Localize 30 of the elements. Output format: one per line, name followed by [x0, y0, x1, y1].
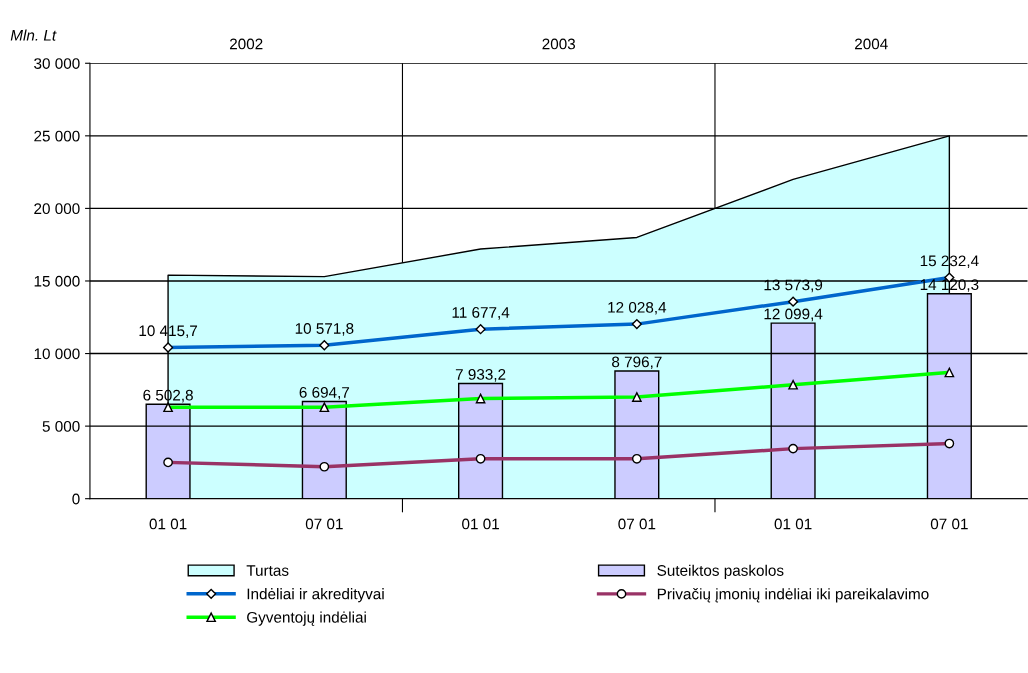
text: 2003: [542, 38, 576, 50]
data-label: 7 933,2: [455, 369, 506, 382]
data-label: 8 796,7: [612, 356, 662, 370]
x-tick-label: 07 01: [618, 518, 656, 530]
y-tick-label: 15 000: [34, 275, 80, 287]
x-tick-label: 01 01: [149, 518, 187, 530]
y-tick-label: 10 000: [34, 348, 80, 360]
x-tick-label: 07 01: [930, 518, 968, 530]
text: 2004: [855, 38, 888, 50]
y-tick-label: 5 000: [42, 420, 80, 432]
text: 2002: [229, 38, 263, 50]
legend-label: Turtas: [246, 565, 289, 576]
data-label: 12 028,4: [608, 301, 667, 315]
y-axis-title: Mln. Lt: [10, 29, 57, 41]
legend-label: Indėliai ir akredityvai: [247, 588, 384, 603]
y-tick-label: 0: [72, 493, 80, 505]
x-tick-label: 01 01: [774, 518, 812, 530]
data-label: 12 099,4: [764, 308, 823, 322]
data-label: 6 694,7: [299, 386, 350, 400]
legend-label: Suteiktos paskolos: [657, 564, 784, 579]
y-tick-label: 30 000: [34, 58, 80, 69]
x-tick-label: 07 01: [305, 518, 343, 530]
y-tick-label: 20 000: [34, 203, 80, 215]
legend-label: Privačių įmonių indėliai iki pareikalavimo: [657, 588, 929, 603]
y-tick-label: 25 000: [34, 130, 80, 142]
x-tick-label: 01 01: [462, 518, 499, 530]
legend-label: Gyventojų indėliai: [247, 611, 366, 626]
data-label: 13 573,9: [764, 279, 823, 293]
data-label: 10 571,8: [295, 323, 354, 336]
data-label: 11 677,4: [452, 307, 510, 320]
